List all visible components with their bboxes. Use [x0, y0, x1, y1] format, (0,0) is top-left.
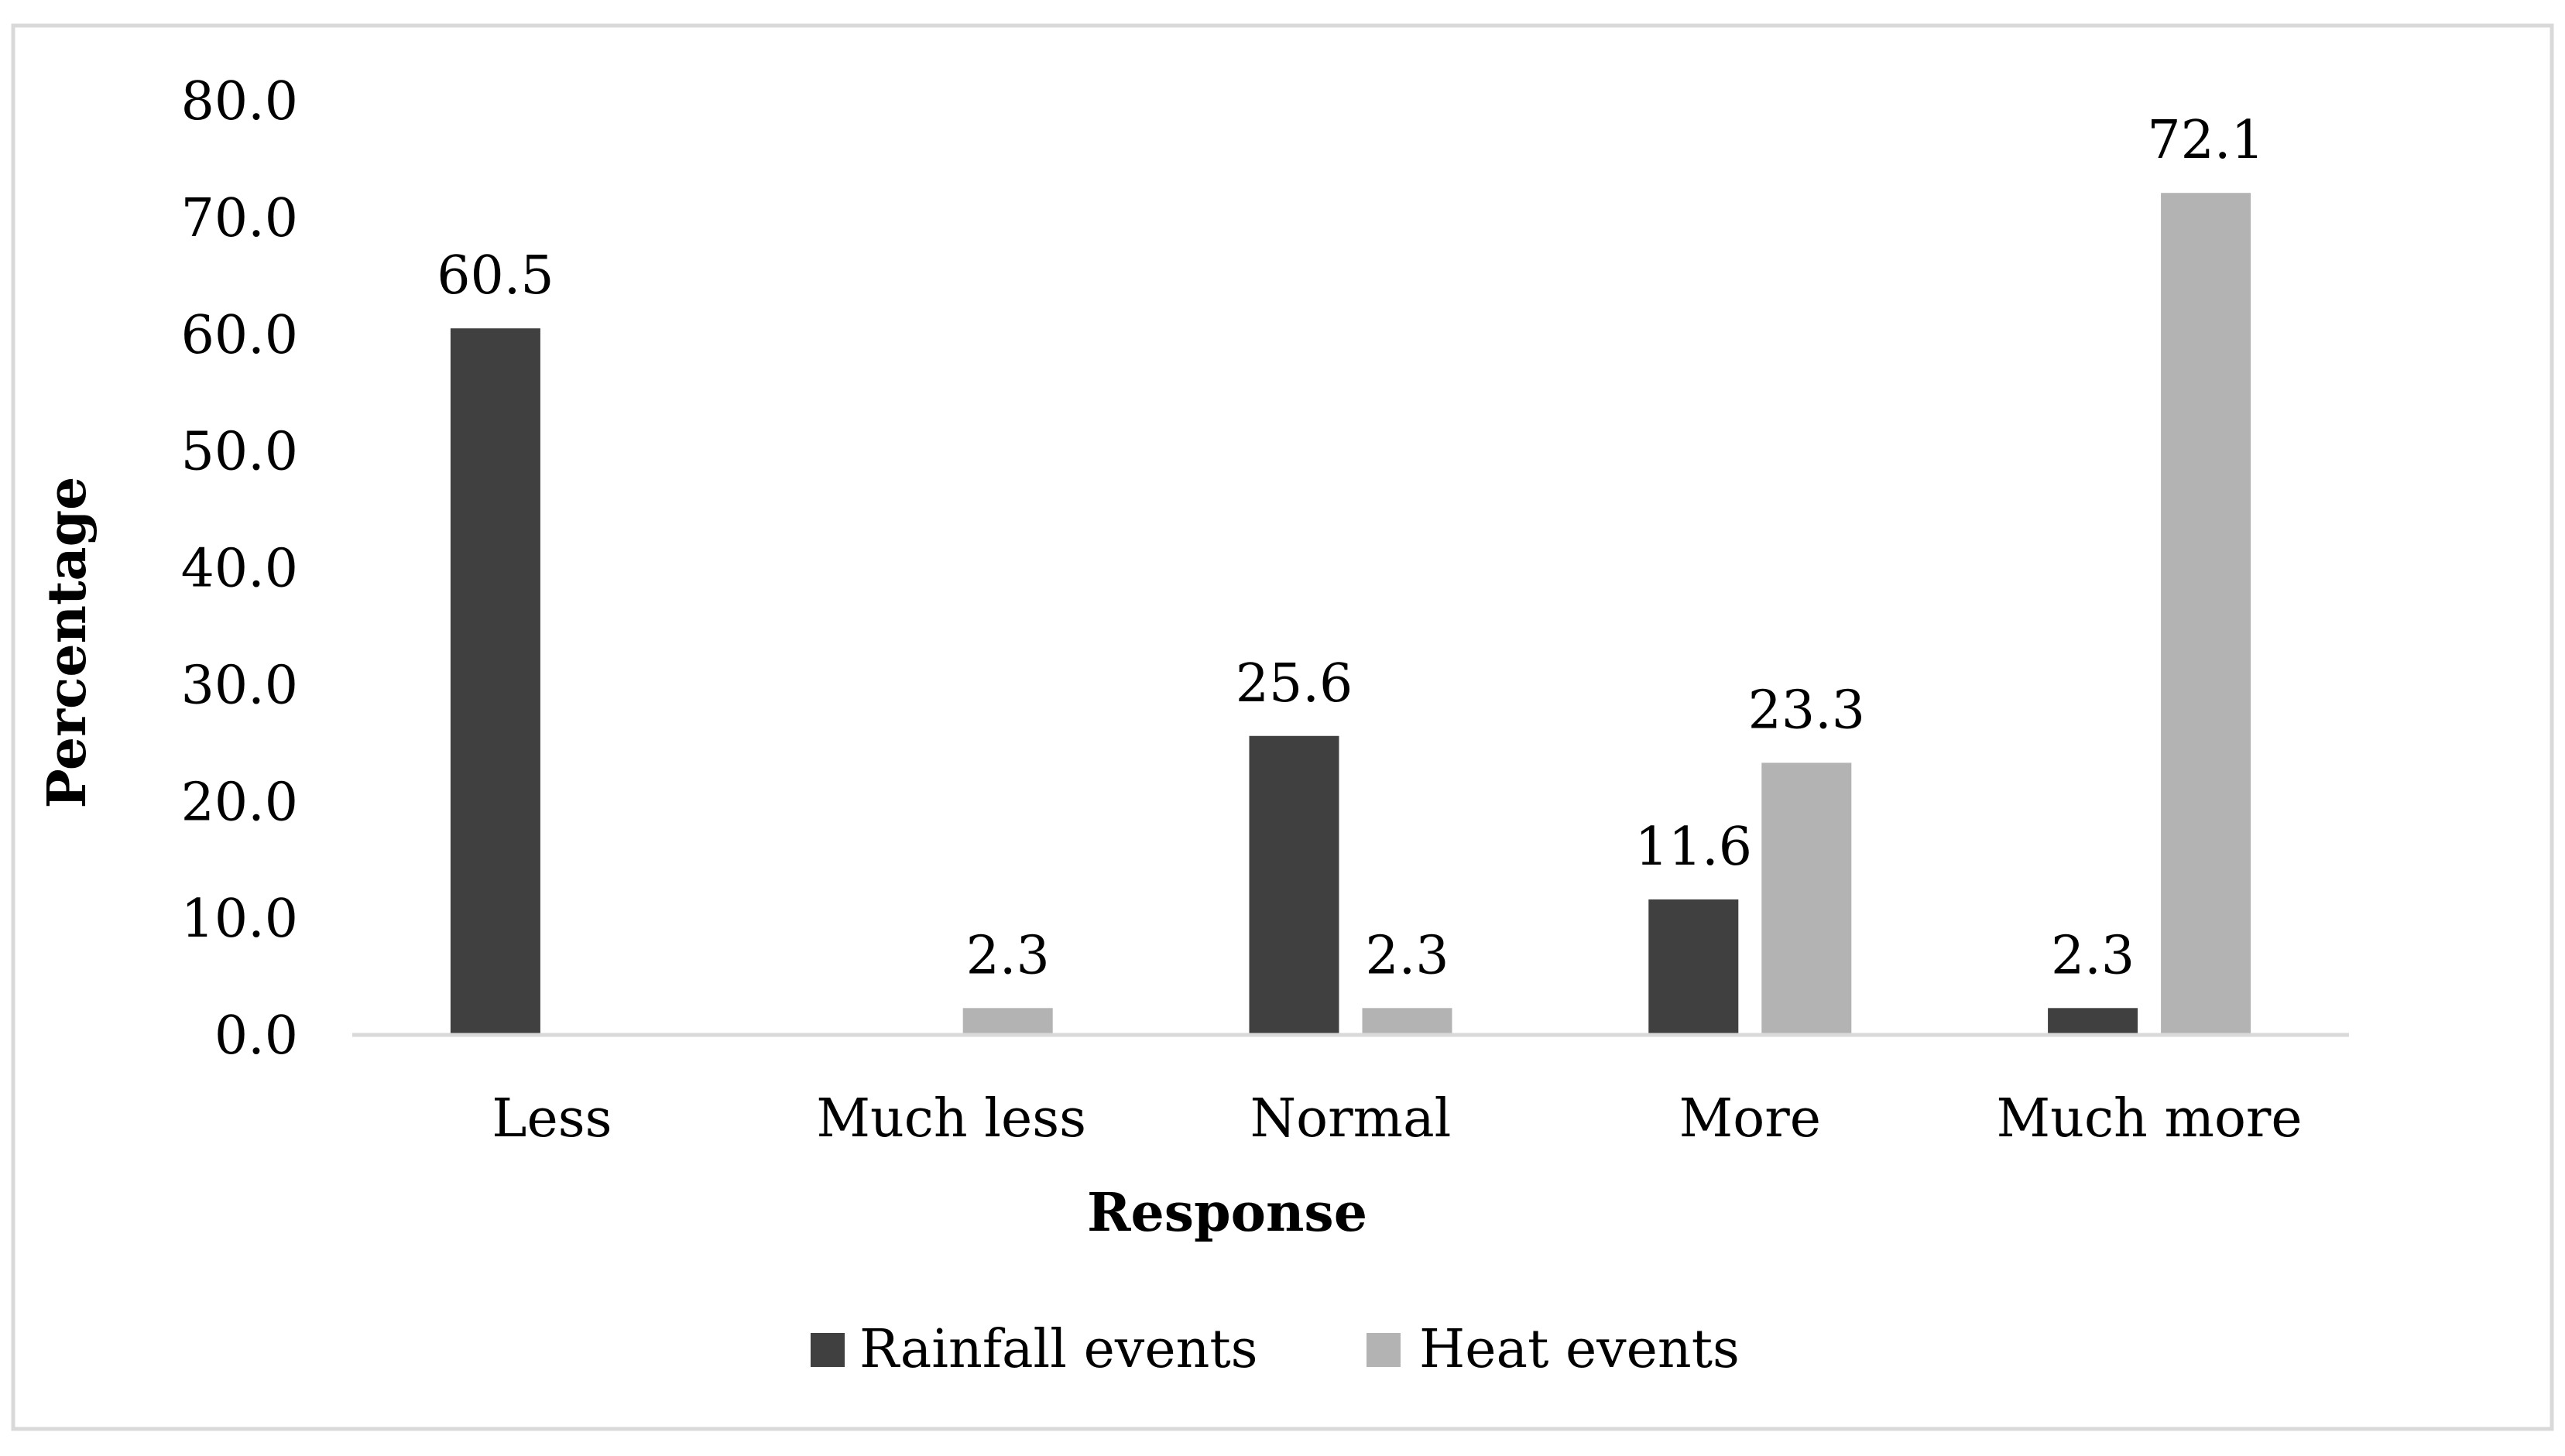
- y-axis-ticks: 0.0 10.0 20.0 30.0 40.0 50.0 60.0 70.0 80.0: [181, 71, 298, 1067]
- legend-swatch-rainfall-events: [811, 1333, 845, 1367]
- legend-swatch-heat-events: [1367, 1333, 1401, 1367]
- data-label: 2.3: [1365, 925, 1449, 986]
- legend-label: Rainfall events: [859, 1319, 1258, 1380]
- chart-border: [11, 23, 2554, 1431]
- x-axis-title: Response: [1087, 1182, 1367, 1244]
- x-tick-label: More: [1679, 1088, 1821, 1149]
- y-tick-label: 70.0: [181, 188, 298, 249]
- bar-heat-events-normal: [1362, 1008, 1452, 1035]
- data-label: 23.3: [1748, 680, 1865, 741]
- data-label: 11.6: [1635, 817, 1752, 878]
- y-tick-label: 40.0: [181, 539, 298, 600]
- bars: [450, 193, 2251, 1035]
- data-label: 72.1: [2147, 110, 2264, 171]
- x-axis-categories: Less Much less Normal More Much more: [492, 1088, 2302, 1149]
- data-label: 2.3: [2051, 925, 2135, 986]
- bar-rainfall-events-less: [450, 328, 540, 1035]
- bar-rainfall-events-more: [1648, 899, 1739, 1035]
- y-tick-label: 50.0: [181, 422, 298, 483]
- x-tick-label: Much less: [816, 1088, 1086, 1149]
- bar-heat-events-much-more: [2161, 193, 2251, 1035]
- bar-rainfall-events-much-more: [2048, 1008, 2138, 1035]
- x-tick-label: Normal: [1250, 1088, 1452, 1149]
- x-tick-label: Less: [492, 1088, 612, 1149]
- y-tick-label: 20.0: [181, 772, 298, 833]
- y-axis-title: Percentage: [36, 477, 98, 809]
- data-label: 2.3: [966, 925, 1050, 986]
- y-tick-label: 30.0: [181, 655, 298, 716]
- legend: Rainfall events Heat events: [811, 1319, 1740, 1380]
- y-tick-label: 0.0: [214, 1005, 298, 1067]
- x-tick-label: Much more: [1997, 1088, 2303, 1149]
- y-tick-label: 60.0: [181, 305, 298, 366]
- data-label: 25.6: [1236, 653, 1353, 714]
- data-label: 60.5: [437, 245, 554, 307]
- bar-rainfall-events-normal: [1249, 735, 1339, 1035]
- bar-heat-events-more: [1761, 762, 1852, 1035]
- bar-heat-events-much-less: [962, 1008, 1053, 1035]
- legend-label: Heat events: [1419, 1319, 1740, 1380]
- y-tick-label: 80.0: [181, 71, 298, 132]
- data-labels: 60.5 2.3 25.6 2.3 11.6 23.3 2.3 72.1: [437, 110, 2265, 986]
- y-tick-label: 10.0: [181, 889, 298, 950]
